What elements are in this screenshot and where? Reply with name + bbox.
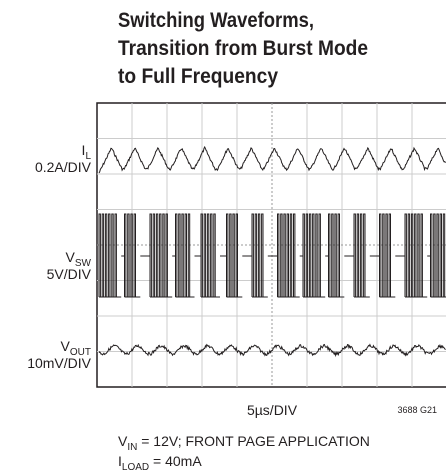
trace-symbol: V xyxy=(66,249,76,265)
title-line: Switching Waveforms, xyxy=(118,9,314,32)
note-text: = 40mA xyxy=(149,453,202,469)
waveforms xyxy=(98,145,446,358)
trace-symbol: I xyxy=(82,142,86,158)
switch-node-trace xyxy=(98,213,446,298)
note-symbol: I xyxy=(118,453,122,469)
trace-symbol: V xyxy=(61,338,71,354)
note: VIN = 12V; FRONT PAGE APPLICATION xyxy=(118,433,370,453)
trace-subscript: SW xyxy=(75,258,92,269)
trace-name: IL xyxy=(82,142,92,162)
trace-scale: 0.2A/DIV xyxy=(35,159,92,175)
trace-subscript: OUT xyxy=(70,347,91,358)
trace-name: VOUT xyxy=(61,338,91,358)
output-ripple-trace xyxy=(98,343,446,358)
figure-id: 3688 G21 xyxy=(397,405,437,415)
inductor-current-trace xyxy=(98,145,446,174)
trace-subscript: L xyxy=(85,151,91,162)
trace-name: VSW xyxy=(66,249,92,269)
title-line: Transition from Burst Mode xyxy=(118,37,368,60)
trace-scale: 10mV/DIV xyxy=(27,355,91,371)
grid xyxy=(97,103,446,387)
note-subscript: IN xyxy=(127,442,137,453)
note: ILOAD = 40mA xyxy=(118,453,202,473)
note-subscript: LOAD xyxy=(122,462,149,473)
trace-scale: 5V/DIV xyxy=(47,266,92,282)
title-line: to Full Frequency xyxy=(118,65,278,88)
note-text: = 12V; FRONT PAGE APPLICATION xyxy=(137,433,370,449)
time-scale: 5µs/DIV xyxy=(247,402,298,418)
note-symbol: V xyxy=(118,433,128,449)
